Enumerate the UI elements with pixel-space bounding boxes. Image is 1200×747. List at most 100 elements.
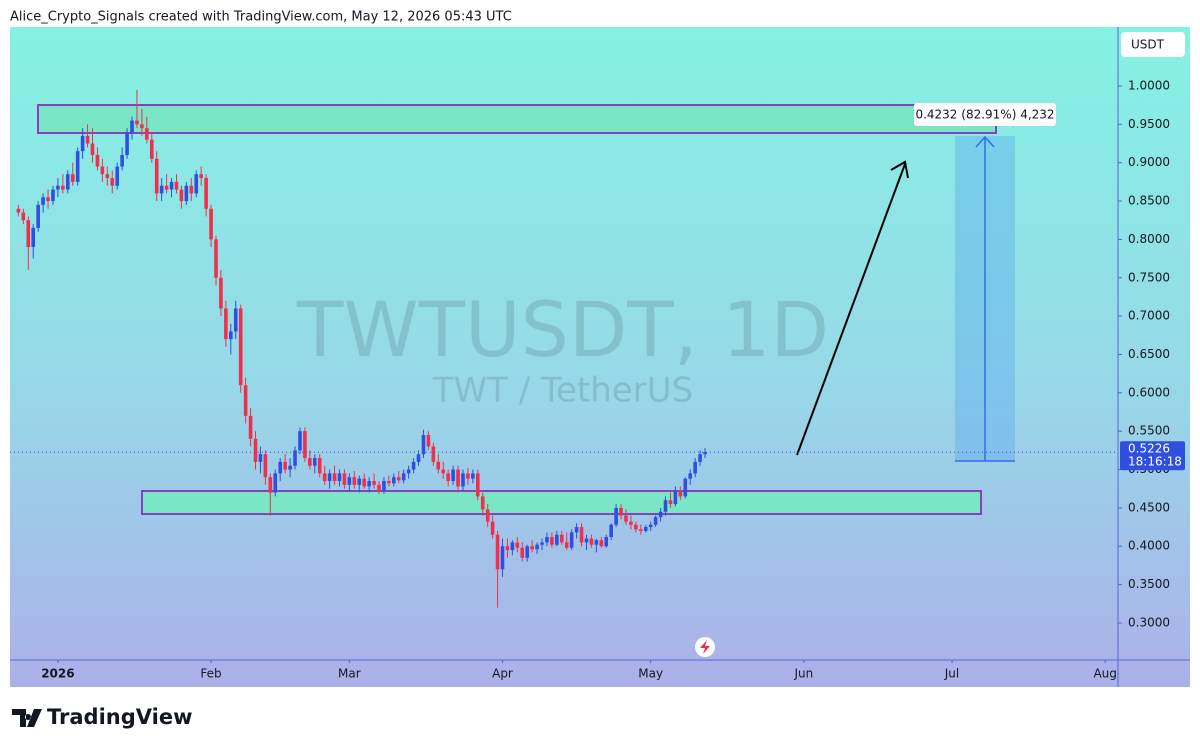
event-icon-bolt [700,640,710,654]
candle-body [149,139,154,159]
projection-arrow [796,163,906,456]
candle-body [312,458,317,466]
candle-body [535,544,539,550]
candles [16,89,707,608]
candle-body [90,143,95,156]
y-tick-label: 0.4000 [1128,539,1170,553]
candle-body [392,477,396,484]
candle-body [396,477,401,481]
candle-body [26,220,31,248]
candle-body [634,524,638,530]
candle-body [293,450,297,466]
candle-body [569,532,574,548]
x-tick-label: May [638,667,663,681]
y-tick-label: 0.9500 [1128,117,1170,131]
candle-body [480,496,485,510]
candle-body [574,527,579,533]
candle-body [199,174,203,179]
candle-body [584,538,589,543]
candle-body [145,128,149,140]
watermark-subtitle: TWT / TetherUS [432,371,693,411]
candle-body [639,529,643,531]
y-tick-label: 0.6000 [1128,385,1170,399]
y-tick-label: 0.6500 [1128,347,1170,361]
candle-body [95,155,100,167]
candle-body [169,181,174,190]
candle-body [243,385,248,416]
candle-body [629,521,633,525]
candle-body [21,212,26,221]
candle-body [36,204,40,228]
candle-body [322,473,327,482]
watermark-title: TWTUSDT, 1D [296,285,829,374]
logo-mark [12,709,42,727]
candle-body [51,189,55,202]
candle-body [164,185,169,190]
candle-body [332,473,337,482]
candle-body [298,431,302,451]
candle-body [466,473,470,479]
candle-body [426,435,431,447]
candle-body [471,473,475,479]
measure-label-box [914,103,1056,126]
y-tick-label: 1.0000 [1128,78,1170,92]
y-tick-label: 0.4500 [1128,500,1170,514]
y-axis-unit: USDT [1131,38,1165,52]
candle-body [594,540,599,545]
candle-body [308,458,312,466]
candle-body [100,166,105,175]
candle-body [624,515,628,522]
candle-body [446,473,450,482]
candle-body [317,458,322,474]
candle-body [179,189,184,202]
candle-body [110,178,115,186]
candle-body [658,511,663,518]
candle-body [604,537,609,547]
candle-body [46,197,50,202]
plot-background [10,27,1190,687]
candle-body [204,178,208,209]
candle-body [105,174,110,179]
candle-body [278,461,283,474]
candle-body [31,227,36,248]
candle-body [693,461,697,474]
candle-body [540,542,544,545]
y-tick-label: 0.8500 [1128,194,1170,208]
candle-body [703,452,707,455]
last-price-label: 0.5226 [1128,442,1170,456]
candle-body [253,438,258,462]
candle-body [135,120,139,125]
candle-body [688,473,693,479]
measure-label: 0.4232 (82.91%) 4,232 [915,108,1054,122]
candle-body [668,500,673,505]
candle-body [510,542,515,551]
candle-body [80,135,85,152]
y-tick-label: 0.8000 [1128,232,1170,246]
candle-body [224,308,228,340]
candle-body [352,477,357,485]
candle-body [174,181,179,190]
header: Alice_Crypto_Signals created with Tradin… [10,10,512,25]
candle-body [421,435,426,455]
candle-body [653,517,658,525]
resistance-zone [37,104,997,134]
candle-body [441,469,446,474]
measure-arrowhead [975,135,995,148]
candle-body [61,185,65,190]
candle-body [431,446,436,462]
candle-body [490,521,495,535]
candle-body [698,454,702,462]
candle-body [436,461,441,470]
candle-body [189,185,194,194]
candle-body [648,524,653,528]
candle-body [273,473,278,493]
y-tick-label: 0.7500 [1128,270,1170,284]
candle-body [643,527,648,531]
candle-body [214,239,218,278]
x-tick-label: Apr [492,667,513,681]
candle-body [678,491,683,497]
candle-body [140,124,144,129]
candle-body [16,208,21,213]
